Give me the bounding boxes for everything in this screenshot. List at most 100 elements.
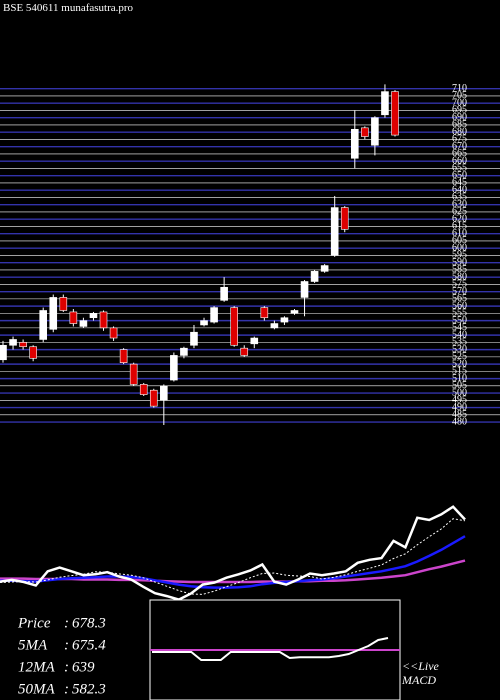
y-tick-label: 505 <box>452 380 467 391</box>
y-tick-label: 550 <box>452 315 467 326</box>
candle-body <box>280 317 289 323</box>
live-label: <<Live <box>402 659 440 673</box>
y-tick-label: 620 <box>452 213 467 224</box>
candle-body <box>361 127 369 137</box>
y-tick-label: 595 <box>452 250 467 261</box>
y-tick-label: 665 <box>452 148 467 159</box>
y-tick-label: 575 <box>452 279 467 290</box>
y-tick-label: 480 <box>452 416 467 427</box>
grid: 4804854904955005055105155205255305355405… <box>0 83 500 427</box>
y-tick-label: 710 <box>452 83 467 94</box>
y-tick-label: 545 <box>452 322 467 333</box>
candle-body <box>210 307 218 323</box>
candle-body <box>190 331 198 346</box>
info-value: 678.3 <box>72 615 106 631</box>
y-tick-label: 650 <box>452 170 467 181</box>
y-tick-label: 675 <box>452 134 467 145</box>
candle-body <box>49 297 58 330</box>
candle-body <box>109 327 118 339</box>
y-tick-label: 700 <box>452 97 467 108</box>
candle-body <box>310 271 319 282</box>
ma-line <box>0 535 466 589</box>
y-tick-label: 660 <box>452 155 467 166</box>
y-tick-label: 570 <box>452 286 467 297</box>
y-tick-label: 680 <box>452 126 467 137</box>
candle-body <box>69 311 78 324</box>
y-tick-label: 580 <box>452 271 467 282</box>
y-tick-label: 565 <box>452 293 467 304</box>
y-tick-label: 555 <box>452 308 467 319</box>
candle-body <box>391 91 399 136</box>
chart-title: BSE 540611 munafasutra.pro <box>3 2 134 14</box>
y-tick-label: 645 <box>452 177 467 188</box>
candle-body <box>240 347 249 356</box>
candle-body <box>180 347 188 356</box>
candle-body <box>270 323 279 329</box>
candle-body <box>89 313 98 319</box>
y-tick-label: 490 <box>452 402 467 413</box>
candle-body <box>139 384 148 395</box>
price-line <box>0 505 466 601</box>
macd-panel <box>152 637 389 661</box>
y-tick-label: 500 <box>452 387 467 398</box>
y-tick-label: 635 <box>452 192 467 203</box>
candle-body <box>320 265 329 272</box>
y-tick-label: 590 <box>452 257 467 268</box>
info-colon: : <box>64 615 69 631</box>
y-tick-label: 670 <box>452 141 467 152</box>
info-value: 675.4 <box>72 637 106 653</box>
candle-body <box>350 128 359 159</box>
candle-body <box>250 337 259 345</box>
candle-body <box>381 91 389 116</box>
candle-body <box>230 307 238 346</box>
info-label: 50MA <box>18 681 55 697</box>
y-tick-label: 685 <box>452 119 467 130</box>
candle-body <box>29 346 37 359</box>
ma-line <box>0 559 466 584</box>
candle-body <box>220 286 228 301</box>
candle-body <box>9 339 17 346</box>
candle-body <box>0 344 7 361</box>
y-tick-label: 625 <box>452 206 467 217</box>
info-value: 582.3 <box>72 681 106 697</box>
candle-body <box>39 310 48 340</box>
y-tick-label: 640 <box>452 184 467 195</box>
candle-body <box>59 297 68 311</box>
candle-body <box>300 281 309 298</box>
candle-body <box>260 307 269 319</box>
y-tick-label: 615 <box>452 221 467 232</box>
candle-body <box>340 207 349 230</box>
y-tick-label: 690 <box>452 112 467 123</box>
y-tick-label: 540 <box>452 329 467 340</box>
candle-body <box>19 342 27 348</box>
y-tick-label: 585 <box>452 264 467 275</box>
y-tick-label: 630 <box>452 199 467 210</box>
candle-body <box>371 117 379 146</box>
candle-body <box>99 311 108 329</box>
candle-body <box>200 320 208 326</box>
candle-body <box>330 207 339 256</box>
y-tick-label: 530 <box>452 344 467 355</box>
y-tick-label: 655 <box>452 163 467 174</box>
y-tick-label: 535 <box>452 337 467 348</box>
info-label: 12MA <box>18 659 55 675</box>
macd-label: MACD <box>401 673 436 687</box>
y-tick-label: 610 <box>452 228 467 239</box>
candle-body <box>129 363 138 385</box>
y-tick-label: 705 <box>452 90 467 101</box>
candle-body <box>170 355 178 381</box>
info-colon: : <box>64 659 69 675</box>
candles <box>0 84 399 425</box>
y-tick-label: 510 <box>452 373 467 384</box>
candle-body <box>79 320 88 327</box>
y-tick-label: 495 <box>452 395 467 406</box>
y-tick-label: 605 <box>452 235 467 246</box>
y-tick-label: 520 <box>452 358 467 369</box>
y-tick-label: 695 <box>452 105 467 116</box>
y-tick-label: 485 <box>452 409 467 420</box>
y-tick-label: 560 <box>452 300 467 311</box>
info-colon: : <box>64 681 69 697</box>
candle-body <box>149 389 158 407</box>
